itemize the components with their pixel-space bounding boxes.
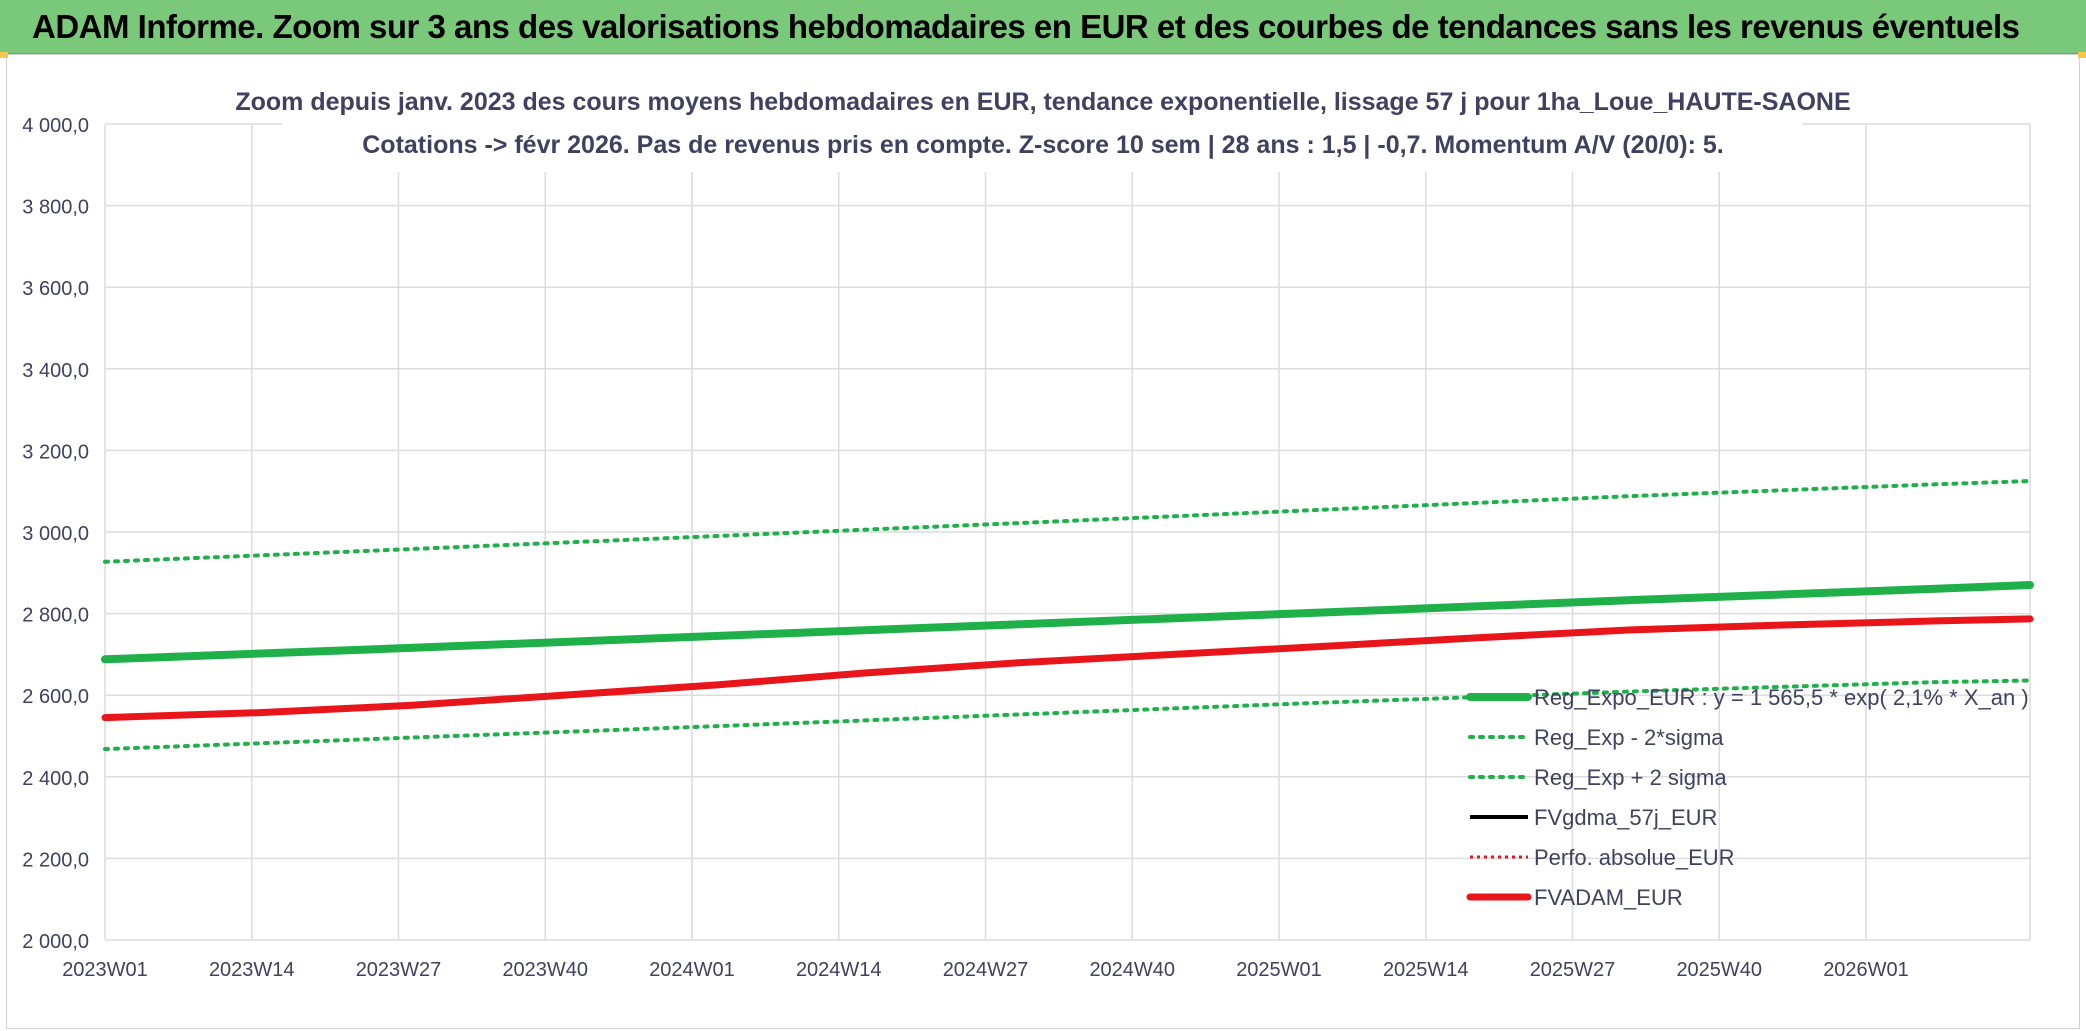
series-lines	[101, 479, 2034, 752]
x-tick-label: 2023W40	[502, 959, 588, 981]
chart-title-line-2: Cotations -> févr 2026. Pas de revenus p…	[362, 131, 1723, 159]
series-line-green-dotted	[103, 678, 2032, 752]
y-tick-label: 3 600,0	[22, 278, 89, 300]
y-tick-label: 3 800,0	[22, 197, 89, 219]
y-tick-label: 2 000,0	[22, 931, 89, 953]
chart-title-line-1: Zoom depuis janv. 2023 des cours moyens …	[235, 88, 1850, 116]
series-line-green-dotted	[103, 479, 2032, 564]
gridlines	[104, 123, 2031, 941]
legend-label: FVADAM_EUR	[1534, 885, 1683, 910]
x-tick-label: 2023W01	[62, 959, 148, 981]
y-tick-label: 4 000,0	[22, 115, 89, 137]
y-axis-ticks: 4 000,0 3 800,0 3 600,0 3 400,0 3 200,0 3 000…	[22, 115, 89, 953]
y-tick-label: 2 200,0	[22, 849, 89, 871]
x-tick-label: 2025W40	[1676, 959, 1762, 981]
x-tick-label: 2023W27	[356, 959, 442, 981]
x-tick-label: 2025W14	[1383, 959, 1469, 981]
series-line-green-thick	[101, 581, 2034, 664]
y-tick-label: 3 200,0	[22, 441, 89, 463]
y-tick-label: 2 400,0	[22, 768, 89, 790]
x-tick-label: 2026W01	[1823, 959, 1909, 981]
x-tick-label: 2024W27	[943, 959, 1029, 981]
report-banner-title: ADAM Informe. Zoom sur 3 ans des valoris…	[32, 8, 2020, 45]
x-tick-label: 2023W14	[209, 959, 295, 981]
y-tick-label: 3 400,0	[22, 360, 89, 382]
y-tick-label: 3 000,0	[22, 523, 89, 545]
legend-label: Perfo. absolue_EUR	[1534, 845, 1735, 870]
legend-label: Reg_Exp + 2 sigma	[1534, 765, 1727, 790]
series-line-red-thick	[101, 615, 2034, 722]
x-tick-label: 2024W40	[1089, 959, 1175, 981]
x-tick-label: 2025W27	[1530, 959, 1616, 981]
chart-title: Zoom depuis janv. 2023 des cours moyens …	[235, 78, 1851, 172]
y-tick-label: 2 600,0	[22, 686, 89, 708]
x-axis-ticks: 2023W01 2023W14 2023W27 2023W40 2024W01 2024W…	[62, 959, 1909, 981]
legend-label: FVgdma_57j_EUR	[1534, 805, 1717, 830]
corner-mark-left	[0, 52, 8, 58]
x-tick-label: 2024W14	[796, 959, 882, 981]
report-banner: ADAM Informe. Zoom sur 3 ans des valoris…	[0, 0, 2086, 54]
x-tick-label: 2024W01	[649, 959, 735, 981]
title-background	[282, 78, 1802, 172]
legend-label: Reg_Exp - 2*sigma	[1534, 725, 1724, 750]
x-tick-label: 2025W01	[1236, 959, 1322, 981]
legend: Reg_Expo_EUR : y = 1 565,5 * exp( 2,1% *…	[1466, 685, 2029, 910]
legend-label: Reg_Expo_EUR : y = 1 565,5 * exp( 2,1% *…	[1534, 685, 2029, 710]
y-tick-label: 2 800,0	[22, 605, 89, 627]
corner-mark-right	[2078, 52, 2086, 58]
